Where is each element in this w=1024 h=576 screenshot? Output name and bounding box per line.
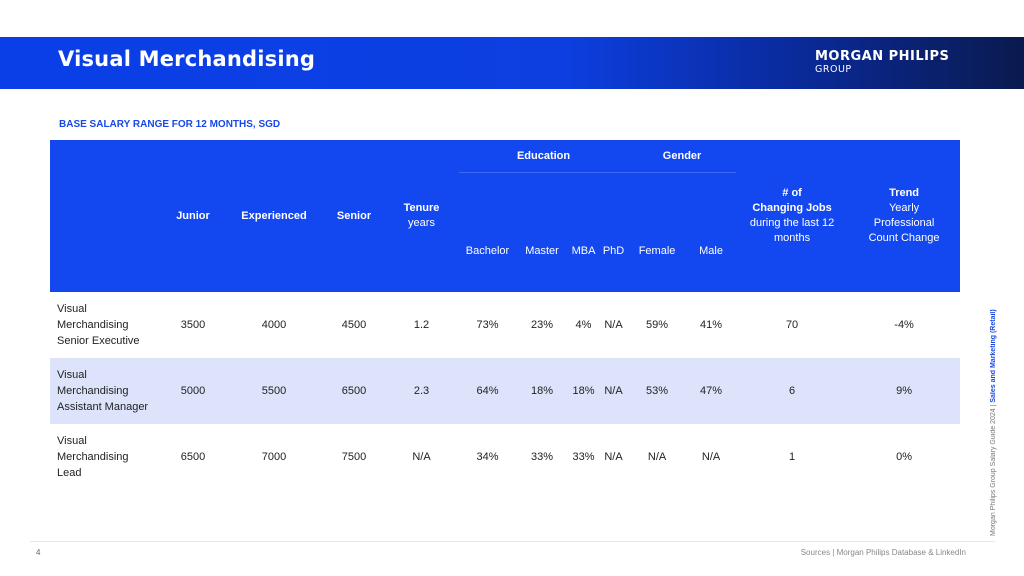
header-trend-title: Trend [889,187,920,199]
experienced-cell: 4000 [261,319,287,331]
bachelor-cell: 73% [476,319,499,331]
bachelor-cell: 64% [459,358,516,424]
role-cell: Visual Merchandising Lead [50,424,162,490]
male-cell: 41% [700,319,723,331]
header-role [50,140,162,292]
header-experienced: Experienced [224,140,324,292]
jobs-cell: 1 [789,451,796,463]
master-cell: 23% [530,319,554,331]
salary-table-container: Junior Experienced Senior Tenure years E… [50,140,961,490]
header-jobs-title-2: Changing Jobs [752,202,832,214]
role-line: Merchandising [57,319,129,331]
experienced-cell: 5500 [224,358,324,424]
footer-divider [30,541,995,542]
tenure-cell: 2.3 [384,358,459,424]
trend-cell: 9% [848,358,961,424]
header-gender: Gender [628,140,737,173]
salary-table: Junior Experienced Senior Tenure years E… [50,140,961,490]
table-row: Visual Merchandising Assistant Manager 5… [50,358,961,424]
role-line: Lead [57,467,82,479]
phd-cell: N/A [599,358,629,424]
header-bachelor: Bachelor [459,172,516,292]
page-title: Visual Merchandising [58,47,316,71]
female-cell: N/A [647,451,667,463]
trend-cell: -4% [894,319,914,331]
header-changing-jobs: # of Changing Jobs during the last 12 mo… [736,140,849,292]
table-row: Visual Merchandising Lead 6500 7000 7500… [50,424,960,490]
company-logo: MORGAN PHILIPS GROUP [815,49,950,76]
header-jobs-sub-1: during the last 12 [749,217,835,229]
side-caption-prefix: Morgan Philips Group Salary Guide 2024 | [990,404,997,536]
role-line: Visual [57,303,87,315]
mba-cell: 33% [572,451,595,463]
tenure-cell: 1.2 [413,319,430,331]
role-cell: Visual Merchandising Senior Executive [50,292,162,358]
role-line: Visual [57,369,87,381]
role-line: Visual [57,435,87,447]
header-trend-sub-3: Count Change [868,232,940,244]
female-cell: 53% [628,358,687,424]
junior-cell: 6500 [180,451,206,463]
role-line: Senior Executive [57,335,140,347]
mba-cell: 18% [568,358,599,424]
role-cell: Visual Merchandising Assistant Manager [50,358,162,424]
header-master: Master [516,172,568,292]
logo-sub-text: GROUP [815,64,852,75]
male-cell: 47% [686,358,737,424]
jobs-cell: 70 [785,319,799,331]
page-number: 4 [36,548,41,557]
side-caption: Morgan Philips Group Salary Guide 2024 |… [990,266,1000,536]
tenure-cell: N/A [412,451,431,463]
header-tenure-title: Tenure [403,202,440,214]
trend-cell: 0% [896,451,913,463]
header-trend: Trend Yearly Professional Count Change [848,140,961,292]
table-row: Visual Merchandising Senior Executive 35… [50,292,960,358]
phd-cell: N/A [604,319,623,331]
junior-cell: 5000 [162,358,224,424]
header-male: Male [686,172,737,292]
header-banner: Visual Merchandising MORGAN PHILIPS GROU… [0,37,1024,89]
senior-cell: 6500 [324,358,384,424]
header-jobs-title-1: # of [782,187,802,199]
junior-cell: 3500 [180,319,206,331]
header-senior: Senior [324,140,384,292]
master-cell: 33% [530,451,554,463]
table-subtitle: BASE SALARY RANGE FOR 12 MONTHS, SGD [59,119,281,130]
bachelor-cell: 34% [476,451,499,463]
header-mba: MBA [568,172,599,292]
jobs-cell: 6 [736,358,849,424]
role-line: Merchandising [57,451,129,463]
header-education: Education [459,140,629,173]
header-trend-sub-1: Yearly [888,202,920,214]
header-tenure-sub: years [408,217,435,229]
sources-note: Sources | Morgan Philips Database & Link… [800,548,966,557]
male-cell: N/A [701,451,721,463]
experienced-cell: 7000 [261,451,287,463]
role-line: Assistant Manager [57,401,149,413]
role-line: Merchandising [57,385,129,397]
phd-cell: N/A [604,451,623,463]
logo-main-text: MORGAN PHILIPS [815,49,950,64]
senior-cell: 4500 [341,319,367,331]
master-cell: 18% [516,358,568,424]
header-trend-sub-2: Professional [873,217,935,229]
header-female: Female [628,172,687,292]
header-jobs-sub-2: months [774,232,811,244]
header-tenure: Tenure years [384,140,459,292]
senior-cell: 7500 [341,451,367,463]
mba-cell: 4% [575,319,592,331]
female-cell: 59% [646,319,669,331]
header-junior: Junior [162,140,224,292]
header-phd: PhD [599,172,629,292]
side-caption-highlight: Sales and Marketing (Retail) [990,309,997,403]
